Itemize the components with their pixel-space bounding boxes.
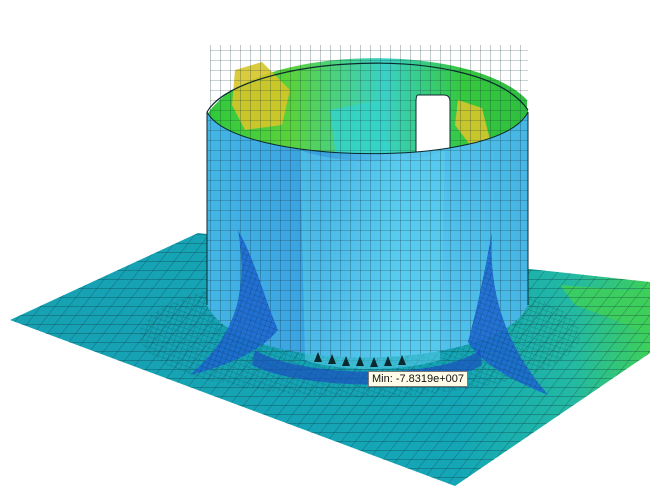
cylinder-shell — [190, 62, 548, 395]
min-value-label: Min: -7.8319e+007 — [368, 371, 469, 387]
boundary-markers — [314, 352, 406, 367]
